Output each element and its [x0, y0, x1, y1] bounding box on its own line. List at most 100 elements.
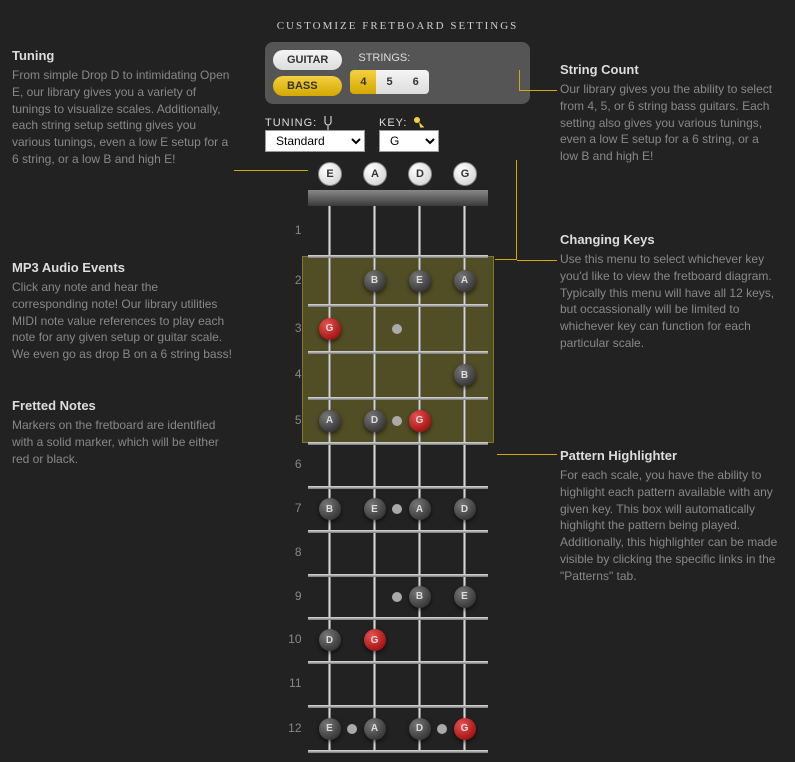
annotation-body: Our library gives you the ability to sel…: [560, 81, 780, 165]
string-buttons: 456: [350, 70, 428, 94]
key-select[interactable]: G: [379, 130, 439, 152]
fretted-note[interactable]: D: [454, 498, 476, 520]
fret-wire: [308, 705, 488, 708]
connector-line: [234, 170, 308, 171]
nut-bar: [308, 190, 488, 206]
fret-number: 11: [284, 676, 302, 690]
annotation-string-count: String Count Our library gives you the a…: [560, 62, 780, 165]
connector-line: [517, 260, 557, 261]
fretted-note[interactable]: E: [319, 718, 341, 740]
fretted-note[interactable]: B: [409, 586, 431, 608]
fret-wire: [308, 574, 488, 577]
annotation-tuning: Tuning From simple Drop D to intimidatin…: [12, 48, 232, 168]
annotation-body: Click any note and hear the correspondin…: [12, 279, 232, 363]
tuning-label: TUNING:: [265, 116, 365, 130]
fretted-note[interactable]: D: [409, 718, 431, 740]
fretted-note[interactable]: D: [319, 629, 341, 651]
string-button-4[interactable]: 4: [350, 70, 376, 94]
fretted-note[interactable]: G: [319, 318, 341, 340]
annotation-body: For each scale, you have the ability to …: [560, 467, 780, 585]
annotation-title: MP3 Audio Events: [12, 260, 232, 275]
annotation-title: Pattern Highlighter: [560, 448, 780, 463]
annotation-body: Markers on the fretboard are identified …: [12, 417, 232, 467]
tuning-label-text: TUNING:: [265, 117, 317, 129]
annotation-body: From simple Drop D to intimidating Open …: [12, 67, 232, 168]
string-line: [328, 206, 331, 751]
fretted-note[interactable]: G: [409, 410, 431, 432]
fretted-note[interactable]: E: [409, 270, 431, 292]
key-label: KEY:: [379, 116, 439, 130]
fretted-note[interactable]: B: [364, 270, 386, 292]
annotation-fretted: Fretted Notes Markers on the fretboard a…: [12, 398, 232, 467]
fretboard-wrap: EADG 123456789101112GABDEBDEGAEGABDABDEG: [298, 162, 498, 751]
fretted-note[interactable]: A: [454, 270, 476, 292]
bass-pill[interactable]: BASS: [273, 76, 342, 96]
fretted-note[interactable]: A: [364, 718, 386, 740]
fretboard: 123456789101112GABDEBDEGAEGABDABDEG: [308, 206, 488, 751]
page-title: CUSTOMIZE FRETBOARD SETTINGS: [0, 0, 795, 32]
fretted-note[interactable]: E: [454, 586, 476, 608]
tuning-select[interactable]: Standard: [265, 130, 365, 152]
fret-wire: [308, 304, 488, 307]
fret-number: 1: [284, 223, 302, 237]
fretted-note[interactable]: G: [364, 629, 386, 651]
annotation-changing-keys: Changing Keys Use this menu to select wh…: [560, 232, 780, 352]
fretted-note[interactable]: A: [319, 410, 341, 432]
fret-wire: [308, 397, 488, 400]
tuning-key-row: TUNING: Standard KEY: G: [265, 116, 530, 152]
fret-number: 7: [284, 501, 302, 515]
annotation-pattern: Pattern Highlighter For each scale, you …: [560, 448, 780, 585]
fret-number: 3: [284, 321, 302, 335]
annotation-body: Use this menu to select whichever key yo…: [560, 251, 780, 352]
inlay-dot: [392, 324, 402, 334]
annotation-title: Tuning: [12, 48, 232, 63]
inlay-dot: [392, 416, 402, 426]
key-label-text: KEY:: [379, 117, 407, 129]
fret-number: 12: [284, 721, 302, 735]
fretted-note[interactable]: B: [454, 364, 476, 386]
fret-number: 10: [284, 632, 302, 646]
string-button-6[interactable]: 6: [403, 70, 429, 94]
fret-number: 2: [284, 273, 302, 287]
fretted-note[interactable]: G: [454, 718, 476, 740]
fret-wire: [308, 750, 488, 753]
fret-number: 9: [284, 589, 302, 603]
fret-wire: [308, 351, 488, 354]
fret-wire: [308, 617, 488, 620]
inlay-dot: [347, 724, 357, 734]
annotation-title: String Count: [560, 62, 780, 77]
open-note[interactable]: E: [318, 162, 342, 186]
inlay-dot: [392, 504, 402, 514]
open-note[interactable]: G: [453, 162, 477, 186]
fret-wire: [308, 442, 488, 445]
connector-line: [495, 160, 517, 260]
fret-number: 5: [284, 413, 302, 427]
settings-panel: GUITAR BASS STRINGS: 456: [265, 42, 530, 104]
guitar-pill[interactable]: GUITAR: [273, 50, 342, 70]
fretted-note[interactable]: E: [364, 498, 386, 520]
annotation-mp3: MP3 Audio Events Click any note and hear…: [12, 260, 232, 363]
fret-wire: [308, 661, 488, 664]
fret-wire: [308, 486, 488, 489]
annotation-title: Fretted Notes: [12, 398, 232, 413]
fret-number: 6: [284, 457, 302, 471]
fret-wire: [308, 255, 488, 258]
open-note[interactable]: A: [363, 162, 387, 186]
string-button-5[interactable]: 5: [376, 70, 402, 94]
open-notes-row: EADG: [298, 162, 498, 186]
inlay-dot: [392, 592, 402, 602]
fret-wire: [308, 530, 488, 533]
connector-line: [519, 70, 520, 90]
fret-number: 4: [284, 367, 302, 381]
fret-number: 8: [284, 545, 302, 559]
fretted-note[interactable]: D: [364, 410, 386, 432]
tuning-fork-icon: [323, 116, 333, 130]
connector-line: [497, 454, 557, 455]
fretted-note[interactable]: A: [409, 498, 431, 520]
strings-label: STRINGS:: [358, 52, 428, 64]
fretted-note[interactable]: B: [319, 498, 341, 520]
inlay-dot: [437, 724, 447, 734]
annotation-title: Changing Keys: [560, 232, 780, 247]
connector-line: [519, 90, 557, 91]
open-note[interactable]: D: [408, 162, 432, 186]
